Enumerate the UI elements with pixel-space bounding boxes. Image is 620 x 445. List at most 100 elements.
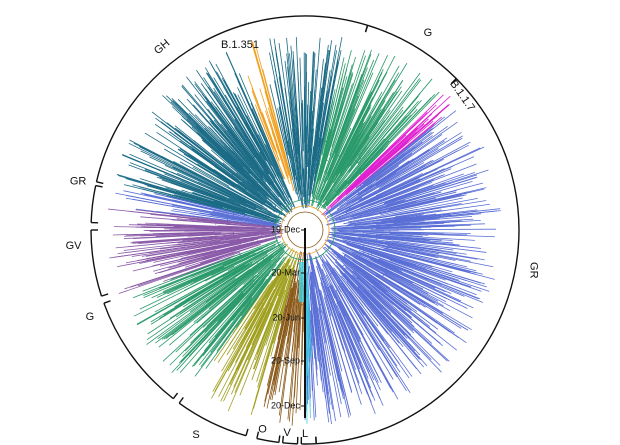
branch xyxy=(295,282,303,414)
branch xyxy=(273,259,296,329)
branch xyxy=(157,249,279,340)
branch xyxy=(363,289,432,360)
branch xyxy=(350,263,380,285)
branch xyxy=(193,139,268,200)
branch xyxy=(315,298,334,410)
branch xyxy=(315,162,333,203)
branch xyxy=(338,302,375,381)
branch xyxy=(354,251,446,293)
branch xyxy=(335,129,383,191)
branch xyxy=(329,285,381,400)
branch xyxy=(325,102,344,161)
branch xyxy=(395,209,442,218)
branch xyxy=(159,191,282,225)
branch xyxy=(287,299,300,420)
branch xyxy=(356,245,481,284)
branch xyxy=(339,100,386,174)
branch xyxy=(205,88,293,212)
branch xyxy=(324,316,350,418)
branch xyxy=(227,245,276,272)
branch xyxy=(140,232,222,237)
branch xyxy=(158,246,285,348)
branch xyxy=(226,151,259,184)
branch xyxy=(213,188,252,207)
branch xyxy=(226,301,261,356)
branch xyxy=(388,197,436,210)
branch xyxy=(153,243,242,263)
branch xyxy=(138,236,218,245)
clade-arc xyxy=(316,78,520,445)
branch xyxy=(156,266,225,298)
branch xyxy=(322,159,392,216)
branch xyxy=(331,83,353,148)
branch xyxy=(345,233,460,247)
branch xyxy=(341,236,435,257)
branch xyxy=(316,44,337,162)
branch xyxy=(333,122,364,179)
branch xyxy=(224,94,285,195)
branch xyxy=(177,237,224,244)
branch xyxy=(384,194,464,213)
branch xyxy=(190,253,255,285)
branch xyxy=(189,213,275,226)
branch xyxy=(372,285,413,319)
branch xyxy=(315,153,332,200)
branch xyxy=(313,138,323,181)
branch xyxy=(131,236,262,257)
branch xyxy=(325,244,366,274)
branch xyxy=(209,120,272,191)
branch xyxy=(155,236,217,242)
branch xyxy=(337,264,442,373)
branch xyxy=(278,298,296,416)
branch xyxy=(331,123,349,166)
branch xyxy=(345,222,411,228)
branch xyxy=(364,289,441,366)
branch xyxy=(271,290,294,401)
branch xyxy=(210,278,268,353)
branch xyxy=(316,263,356,370)
branch xyxy=(323,100,335,146)
branch xyxy=(337,127,418,201)
branch-arc xyxy=(379,211,382,215)
branch-arc xyxy=(345,212,348,215)
branch xyxy=(204,265,235,282)
branch-arc xyxy=(280,269,283,271)
branch xyxy=(323,285,363,395)
branch xyxy=(190,269,265,344)
clade-label: GH xyxy=(152,37,172,57)
branch xyxy=(343,208,434,225)
branch xyxy=(182,199,241,215)
branch xyxy=(348,78,421,173)
branch xyxy=(225,52,274,158)
branch xyxy=(347,158,373,185)
branch xyxy=(197,189,270,218)
branch xyxy=(391,198,478,215)
branch xyxy=(334,190,417,220)
branch xyxy=(200,244,260,264)
branch xyxy=(373,168,438,199)
branch xyxy=(317,88,358,195)
branch xyxy=(173,200,238,216)
branch xyxy=(261,112,278,154)
branch xyxy=(366,191,468,216)
branch xyxy=(350,109,391,167)
branch xyxy=(328,263,410,379)
branch xyxy=(366,121,458,187)
branch xyxy=(202,140,251,183)
branch xyxy=(310,89,316,146)
branch xyxy=(331,269,401,373)
branch xyxy=(278,285,297,393)
branch xyxy=(266,273,295,386)
branch xyxy=(258,154,293,209)
branch xyxy=(319,64,353,177)
branch xyxy=(177,149,275,211)
branch xyxy=(162,274,257,362)
branch xyxy=(333,237,379,252)
branch xyxy=(332,53,372,157)
branch xyxy=(376,233,475,241)
branch xyxy=(325,125,448,216)
branch xyxy=(273,248,294,277)
branch xyxy=(293,279,300,319)
branch xyxy=(336,149,430,210)
branch xyxy=(311,158,321,198)
